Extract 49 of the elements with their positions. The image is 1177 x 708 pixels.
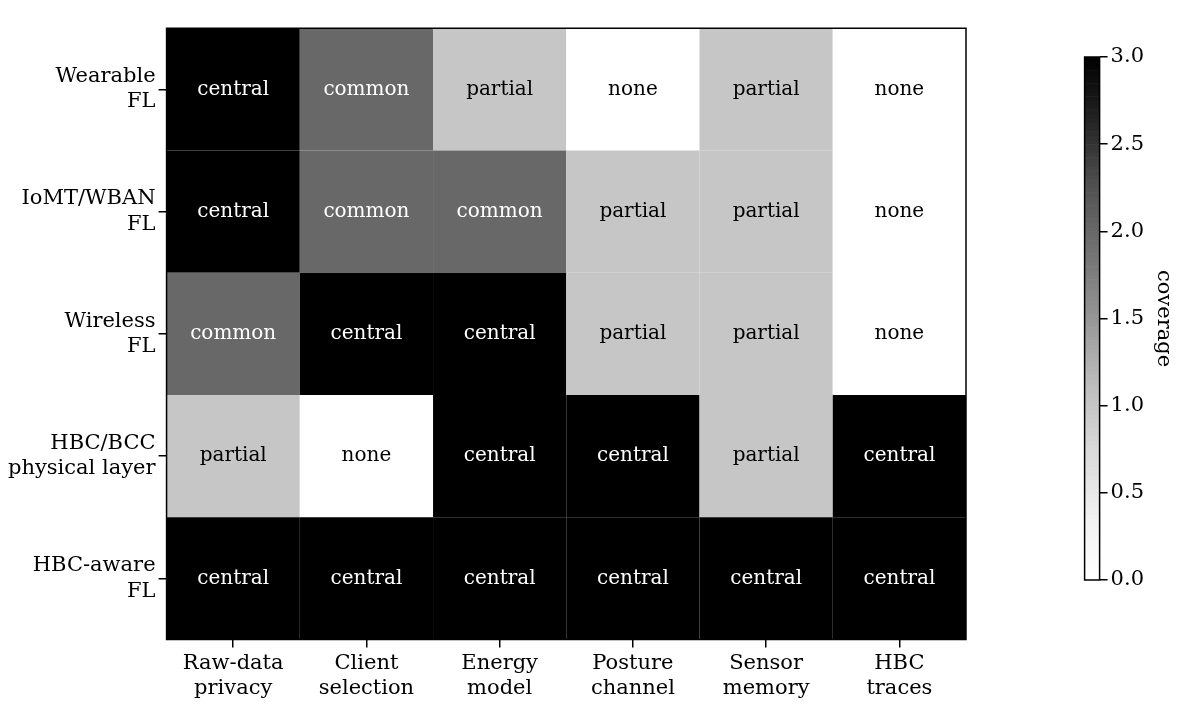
data-label: central	[596, 564, 669, 589]
data-label: central	[463, 442, 536, 467]
data-label: central	[197, 197, 270, 222]
data-label: partial	[732, 197, 800, 222]
data-label: partial	[732, 442, 800, 467]
color-bar-label: 1.5	[1110, 304, 1145, 329]
data-label: central	[463, 320, 536, 345]
data-label: central	[197, 75, 270, 100]
data-label: central	[863, 442, 936, 467]
data-label: central	[863, 564, 936, 589]
x-tick-label: Raw-data privacy	[182, 649, 284, 699]
x-tick-label: Posture channel	[590, 649, 676, 699]
data-label: none	[874, 320, 925, 345]
data-label: central	[596, 442, 669, 467]
y-tick-label: HBC/BCC physical layer	[7, 430, 157, 480]
data-label: partial	[732, 320, 800, 345]
color-bar-label: 1.0	[1110, 392, 1145, 417]
color-bar-label: 0.5	[1110, 479, 1145, 504]
color-bar-label: 0.0	[1110, 566, 1145, 591]
color-bar-label: 2.0	[1110, 217, 1145, 242]
data-label: central	[463, 564, 536, 589]
y-tick-label: IoMT/WBAN FL	[21, 185, 156, 235]
data-label: none	[874, 197, 925, 222]
data-label: none	[341, 442, 392, 467]
data-label: common	[323, 75, 410, 100]
data-label: partial	[599, 320, 667, 345]
data-label: none	[874, 75, 925, 100]
data-label: central	[330, 320, 403, 345]
data-label: central	[730, 564, 803, 589]
data-label: central	[330, 564, 403, 589]
y-tick-label: Wearable FL	[55, 63, 156, 113]
y-tick-label: HBC-aware FL	[32, 552, 156, 602]
data-label: none	[608, 75, 658, 100]
data-label: common	[456, 197, 543, 222]
x-tick-label: HBC traces	[866, 649, 933, 699]
color-bar-label: 2.5	[1110, 130, 1145, 155]
color-bar-title: coverage	[1152, 269, 1177, 368]
color-bar-label: 3.0	[1110, 43, 1145, 68]
x-tick-label: Client selection	[318, 649, 415, 699]
data-label: partial	[466, 75, 534, 100]
data-label: partial	[599, 197, 667, 222]
data-label: common	[323, 197, 410, 222]
data-label: partial	[199, 442, 267, 467]
x-tick-label: Sensor memory	[722, 649, 810, 699]
x-tick-label: Energy model	[461, 649, 539, 699]
y-tick-label: Wireless FL	[64, 307, 156, 357]
data-label: partial	[732, 75, 800, 100]
data-label: central	[197, 564, 270, 589]
data-label: common	[190, 320, 277, 345]
